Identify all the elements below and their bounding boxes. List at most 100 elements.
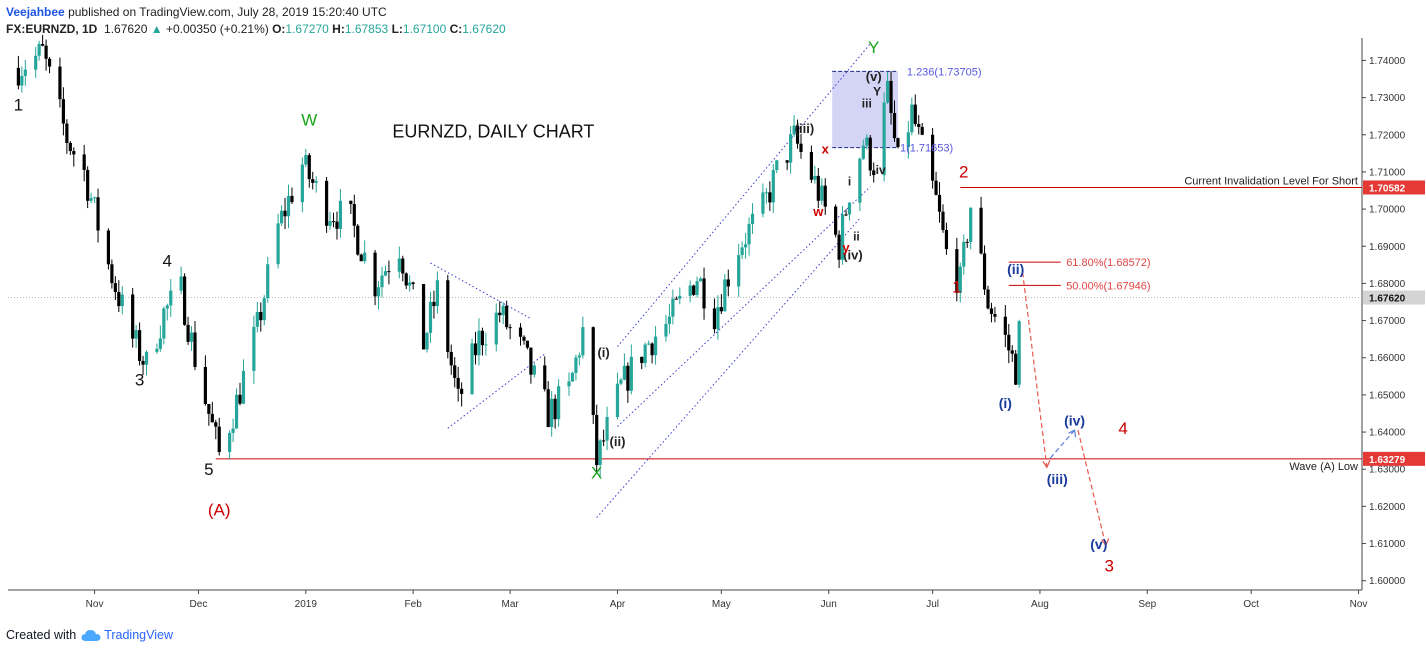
candle [885,72,890,105]
candle [678,287,682,305]
candle [68,141,72,155]
wave-a-low-label: Wave (A) Low [1289,461,1358,473]
candle [557,379,561,427]
candle [858,157,862,211]
wave-label-i-blue: (i) [999,395,1012,411]
candle [179,266,183,295]
y-tick-label: 1.74000 [1369,56,1406,67]
candle [934,171,938,196]
candle-body [543,365,547,390]
candle [629,344,633,395]
candle-body [16,67,20,86]
candle [937,182,942,223]
projection-iv-leg [1049,429,1076,459]
candle [674,296,678,300]
wave-label-y-lower: y [842,240,850,255]
candle-body [189,332,194,342]
candle [882,92,886,182]
tradingview-link[interactable]: TradingView [81,628,173,642]
candle-body [716,307,720,330]
candle-body [744,244,748,248]
candle [650,342,654,364]
wave-label-i-sub: i [848,174,851,188]
candle [89,192,93,204]
candle [667,304,672,334]
y-tick-label: 1.68000 [1369,279,1406,290]
candle [692,284,696,296]
candle-body [522,336,526,341]
candle [183,273,187,326]
candle-body [113,283,117,292]
candle [962,234,966,275]
price-badge-label: 1.70582 [1369,183,1406,194]
candle-body [944,229,949,250]
candle-body [750,213,755,225]
candle-body [359,254,363,262]
candle [823,178,827,215]
wave-label-2-red: 2 [959,163,968,182]
wave-label-w-lower: w [812,204,824,219]
close-label: C: [449,22,463,36]
projection-iii-leg [1022,272,1048,468]
candle-body [847,202,852,215]
candle-body [775,160,779,171]
candle [314,176,318,193]
candle-body [86,169,90,201]
candle [404,272,408,290]
candle [331,212,336,228]
candle [598,439,602,478]
candle [131,287,135,348]
y-tick-label: 1.70000 [1369,205,1406,216]
wave-label-i-minor: (i) [597,345,609,360]
candle [480,327,485,356]
candle-body [356,225,360,255]
candle-body [203,366,207,404]
candle [799,133,803,159]
candle-body [664,323,668,337]
candle [501,302,505,325]
candle-body [906,132,910,148]
candle-body [335,221,339,229]
candle-body [844,214,848,216]
candle [58,57,62,108]
candle-body [858,158,862,203]
candle [356,223,360,256]
candle-body [1014,353,1018,385]
candle [117,280,121,313]
y-tick-label: 1.61000 [1369,539,1406,550]
author-name[interactable]: Veejahbee [6,5,65,19]
footer: Created with TradingView [6,628,173,642]
candle [567,372,571,396]
candle [186,316,190,345]
candle-body [41,43,45,46]
candle [449,344,453,375]
y-tick-label: 1.65000 [1369,390,1406,401]
price-badge [1363,180,1425,195]
candle-body [425,332,429,350]
candle [234,388,239,429]
candle [259,302,263,332]
candle [522,335,526,345]
candle [965,238,969,248]
candle [695,276,699,298]
arrow-head-icon [1068,429,1077,438]
candle-body [404,273,408,286]
candle [861,139,865,160]
candle [421,283,426,350]
wave-label-ii-minor: (ii) [610,434,626,449]
candle-body [896,138,900,148]
wave-label-5: 5 [204,460,213,479]
candle [397,246,401,279]
candle-body [602,440,606,442]
candle-body [134,330,138,339]
candle [944,222,949,255]
wave-label-w: W [301,110,317,129]
candle [106,228,111,270]
wave-label-iv-minor: (iv) [843,247,863,262]
candle [906,121,910,159]
candle [189,326,194,351]
candle [1007,323,1011,364]
candle [203,355,207,406]
candle-body [214,422,218,427]
